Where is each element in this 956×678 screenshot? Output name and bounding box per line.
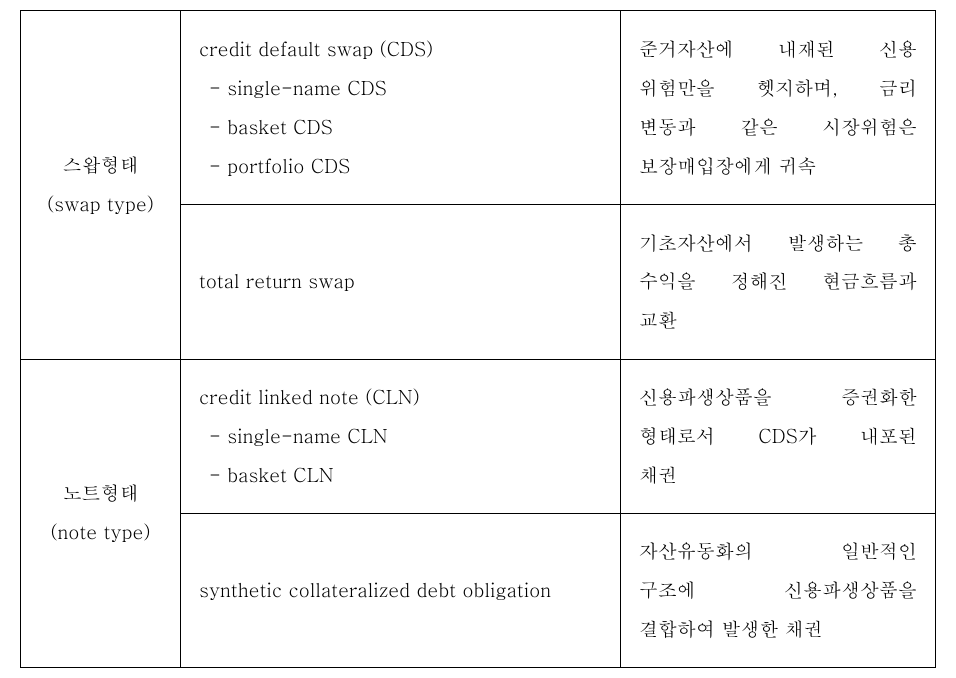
description-line: 변동과 같은 시장위험은 xyxy=(639,108,917,147)
category-cell: 노트형태(note type) xyxy=(21,359,181,667)
description-cell: 신용파생상품을 증권화한형태로서 CDS가 내포된채권 xyxy=(621,359,936,513)
category-label-ko: 스왑형태 xyxy=(39,146,162,185)
description-line: 형태로서 CDS가 내포된 xyxy=(639,417,917,456)
description-line: 결합하여 발생한 채권 xyxy=(639,610,917,649)
description-line: 구조에 신용파생상품을 xyxy=(639,571,917,610)
instrument-sub-item: - single-name CLN xyxy=(199,417,602,456)
description-line: 보장매입장에게 귀속 xyxy=(639,147,917,186)
category-label-en: (note type) xyxy=(39,513,162,552)
instrument-cell: credit default swap (CDS)- single-name C… xyxy=(181,11,621,205)
instrument-main: total return swap xyxy=(199,262,602,301)
description-cell: 자산유동화의 일반적인구조에 신용파생상품을결합하여 발생한 채권 xyxy=(621,513,936,667)
description-line: 채권 xyxy=(639,456,917,495)
instrument-sub-item: - single-name CDS xyxy=(199,69,602,108)
instrument-cell: total return swap xyxy=(181,205,621,359)
instrument-cell: synthetic collateralized debt obligation xyxy=(181,513,621,667)
description-line: 준거자산에 내재된 신용 xyxy=(639,30,917,69)
category-label-ko: 노트형태 xyxy=(39,474,162,513)
description-line: 위험만을 헷지하며, 금리 xyxy=(639,69,917,108)
instrument-sub-item: - portfolio CDS xyxy=(199,147,602,186)
description-line: 교환 xyxy=(639,301,917,340)
description-cell: 기초자산에서 발생하는 총수익을 정해진 현금흐름과교환 xyxy=(621,205,936,359)
credit-derivatives-table: 스왑형태(swap type)credit default swap (CDS)… xyxy=(20,10,936,668)
description-line: 수익을 정해진 현금흐름과 xyxy=(639,262,917,301)
description-cell: 준거자산에 내재된 신용위험만을 헷지하며, 금리변동과 같은 시장위험은보장매… xyxy=(621,11,936,205)
table-row: 스왑형태(swap type)credit default swap (CDS)… xyxy=(21,11,936,205)
instrument-sub-item: - basket CLN xyxy=(199,456,602,495)
description-line: 기초자산에서 발생하는 총 xyxy=(639,224,917,263)
description-line: 자산유동화의 일반적인 xyxy=(639,532,917,571)
table-row: 노트형태(note type)credit linked note (CLN)-… xyxy=(21,359,936,513)
instrument-main: credit linked note (CLN) xyxy=(199,378,602,417)
instrument-sub-item: - basket CDS xyxy=(199,108,602,147)
instrument-main: credit default swap (CDS) xyxy=(199,30,602,69)
category-label-en: (swap type) xyxy=(39,185,162,224)
instrument-main: synthetic collateralized debt obligation xyxy=(199,571,602,610)
description-line: 신용파생상품을 증권화한 xyxy=(639,378,917,417)
category-cell: 스왑형태(swap type) xyxy=(21,11,181,360)
instrument-cell: credit linked note (CLN)- single-name CL… xyxy=(181,359,621,513)
